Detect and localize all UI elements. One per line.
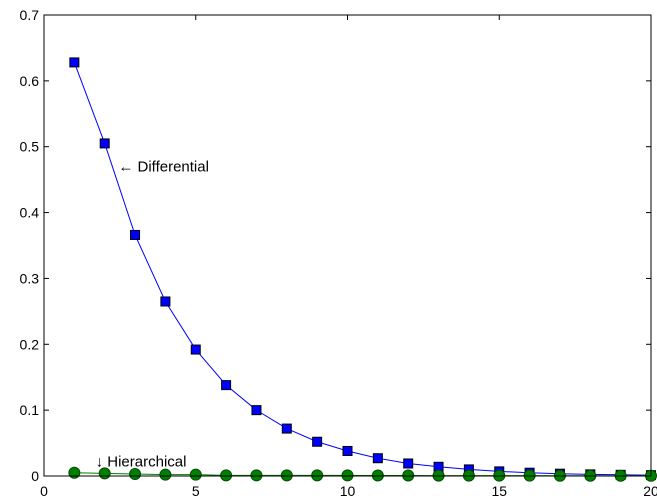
series-1-point: [311, 469, 324, 482]
series-0-point: [312, 436, 323, 447]
y-tick-label: 0.3: [20, 270, 40, 286]
series-1-point: [371, 469, 384, 482]
plot-area-frame: [43, 14, 652, 477]
series-1-point: [341, 469, 354, 482]
series-0-point: [130, 229, 141, 240]
series-0-point: [99, 138, 110, 149]
series-1-point: [220, 469, 233, 482]
series-0-point: [342, 445, 353, 456]
series-1-point: [280, 469, 293, 482]
series-0-point: [160, 296, 171, 307]
series-0-point: [403, 458, 414, 469]
y-tick-label: 0: [31, 468, 39, 484]
series-1-point: [250, 469, 263, 482]
series-0-point: [281, 423, 292, 434]
series-0-point: [251, 405, 262, 416]
x-tick-label: 20: [643, 483, 657, 499]
series-0-point: [372, 453, 383, 464]
y-tick-label: 0.2: [20, 336, 40, 352]
y-tick-label: 0.6: [20, 73, 40, 89]
tick-labels: 0 5 10 15 20 0 0.1 0.2 0.3 0.4 0.5 0.6 0.7: [20, 7, 657, 499]
y-tick-label: 0.1: [20, 402, 40, 418]
series-0-point: [69, 57, 80, 68]
axis-ticks: [43, 14, 652, 477]
series-0-line: [73, 62, 652, 476]
annotations: ← Differential ↓ Hierarchical: [96, 158, 209, 470]
series-markers: [68, 57, 657, 482]
series-1-point: [68, 466, 81, 479]
x-tick-label: 5: [192, 483, 200, 499]
series-1-point: [159, 468, 172, 481]
series-1-point: [129, 468, 142, 481]
y-tick-label: 0.7: [20, 7, 40, 23]
y-tick-label: 0.4: [20, 205, 40, 221]
series-0-point: [190, 344, 201, 355]
x-tick-label: 10: [340, 483, 356, 499]
y-tick-label: 0.5: [20, 139, 40, 155]
x-tick-label: 15: [491, 483, 507, 499]
series-1-point: [189, 468, 202, 481]
annotation-differential: ← Differential: [118, 158, 209, 175]
x-tick-label: 0: [40, 483, 48, 499]
annotation-hierarchical: ↓ Hierarchical: [96, 454, 187, 471]
series-lines: [73, 62, 652, 477]
series-1-point: [402, 469, 415, 482]
series-0-point: [221, 380, 232, 391]
